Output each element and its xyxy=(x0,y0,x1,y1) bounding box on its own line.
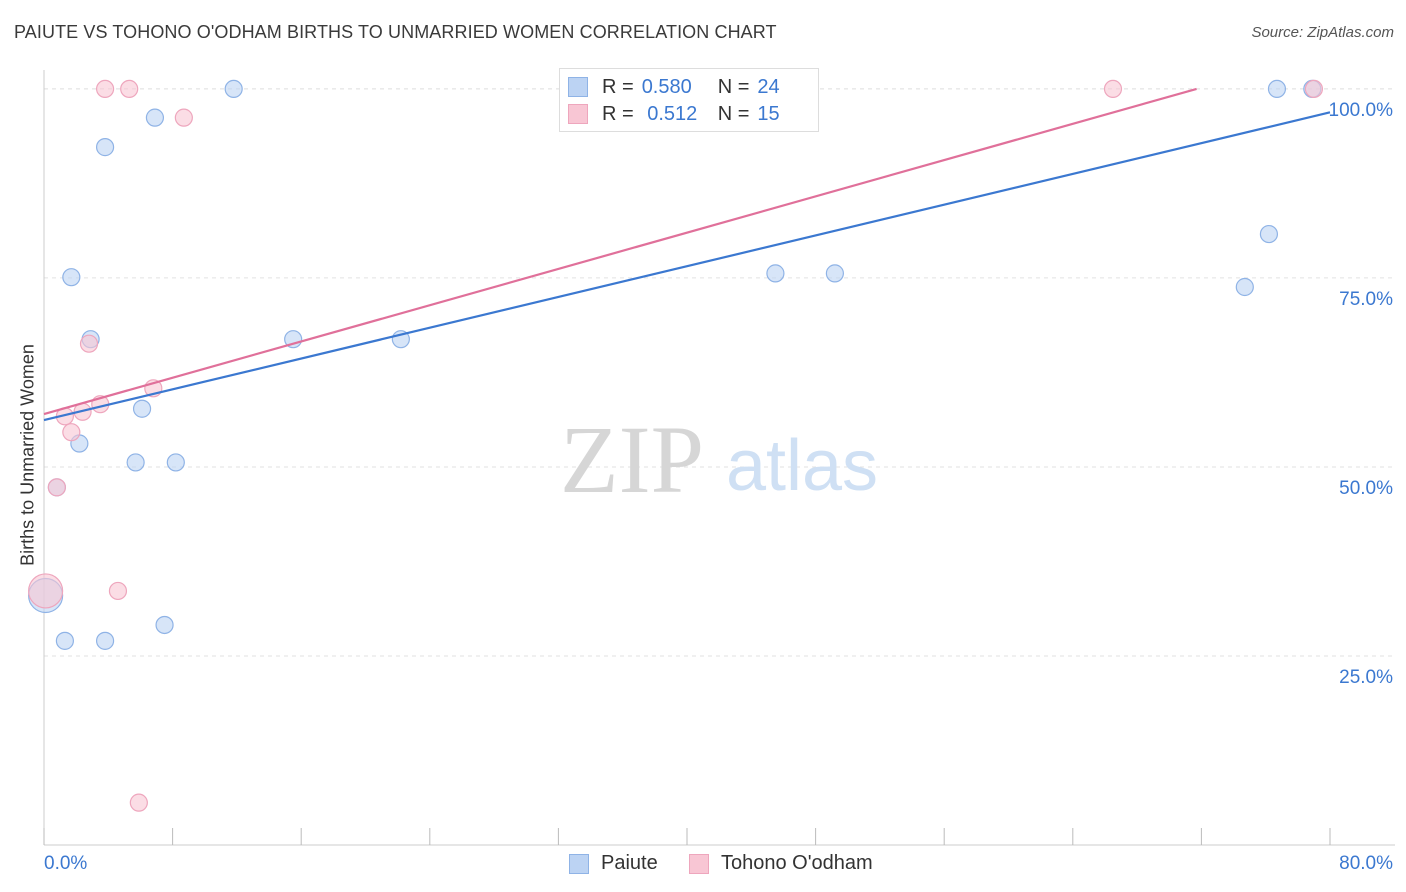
paiute-point xyxy=(1267,79,1287,99)
paiute-point xyxy=(132,399,152,418)
trend-lines xyxy=(43,87,1331,422)
legend-n-value: 24 xyxy=(757,75,780,98)
x-tick-label-min: 0.0% xyxy=(44,853,87,874)
tohono-point xyxy=(62,423,81,442)
tohono-point xyxy=(28,573,64,609)
paiute-swatch xyxy=(568,77,588,97)
paiute-point xyxy=(126,453,145,472)
paiute-legend-label: Paiute xyxy=(601,852,658,874)
tohono-point xyxy=(129,793,148,812)
tohono-point xyxy=(79,334,99,353)
tohono-legend-swatch xyxy=(689,853,709,874)
tohono-point xyxy=(47,478,66,497)
stats-legend: R = 0.580 N = 24 R = 0.512 N = 15 xyxy=(559,68,819,132)
source-credit: Source: ZipAtlas.com xyxy=(1251,24,1394,41)
legend-row-paiute: R = 0.580 N = 24 xyxy=(568,74,780,100)
legend-r-value: 0.580 xyxy=(641,75,692,98)
tohono-point xyxy=(174,108,193,127)
paiute-point xyxy=(1235,277,1254,297)
legend-r-value: 0.512 xyxy=(641,102,698,125)
tohono-point xyxy=(95,79,115,99)
y-tick-label: 50.0% xyxy=(1339,478,1393,499)
watermark-zip: ZIP xyxy=(560,406,704,513)
legend-r-label: R = xyxy=(602,75,634,98)
paiute-point xyxy=(155,615,174,635)
watermark-atlas: atlas xyxy=(726,426,878,506)
y-tick-label: 25.0% xyxy=(1339,667,1393,688)
paiute-legend-swatch xyxy=(569,853,589,874)
chart-title: PAIUTE VS TOHONO O'ODHAM BIRTHS TO UNMAR… xyxy=(14,22,777,42)
legend-row-tohono: R = 0.512 N = 15 xyxy=(568,101,780,127)
tohono-point xyxy=(1103,79,1123,99)
y-tick-label: 75.0% xyxy=(1339,289,1393,310)
legend-n-label: N = xyxy=(717,102,750,125)
paiute-point xyxy=(62,268,81,287)
y-tick-label: 100.0% xyxy=(1329,100,1394,121)
paiute-point xyxy=(145,108,165,127)
tohono-point xyxy=(108,581,128,601)
paiute-point xyxy=(55,631,74,650)
legend-n-label: N = xyxy=(717,75,750,98)
paiute-point xyxy=(825,264,844,283)
tohono-point xyxy=(120,79,139,99)
legend-n-value: 15 xyxy=(757,102,780,125)
paiute-point xyxy=(1259,224,1279,244)
paiute-point xyxy=(95,631,115,650)
bottom-legend-paiute: Paiute xyxy=(569,852,658,875)
tick-labels: 25.0% 50.0% 75.0% 100.0% 0.0% 80.0% xyxy=(44,100,1393,874)
bottom-legend-tohono: Tohono O'odham xyxy=(689,852,873,875)
paiute-point xyxy=(224,79,243,99)
tohono-legend-label: Tohono O'odham xyxy=(721,852,873,874)
paiute-trend-line xyxy=(43,111,1331,422)
watermark: ZIP atlas xyxy=(560,406,878,513)
axes xyxy=(43,70,1395,846)
x-tick-label-max: 80.0% xyxy=(1339,853,1393,874)
paiute-point xyxy=(166,453,185,472)
tohono-point xyxy=(1304,79,1324,99)
paiute-point xyxy=(766,264,785,283)
paiute-point xyxy=(95,138,115,157)
tohono-trend-line xyxy=(43,87,1197,416)
legend-r-label: R = xyxy=(602,102,634,125)
tohono-swatch xyxy=(568,104,588,124)
